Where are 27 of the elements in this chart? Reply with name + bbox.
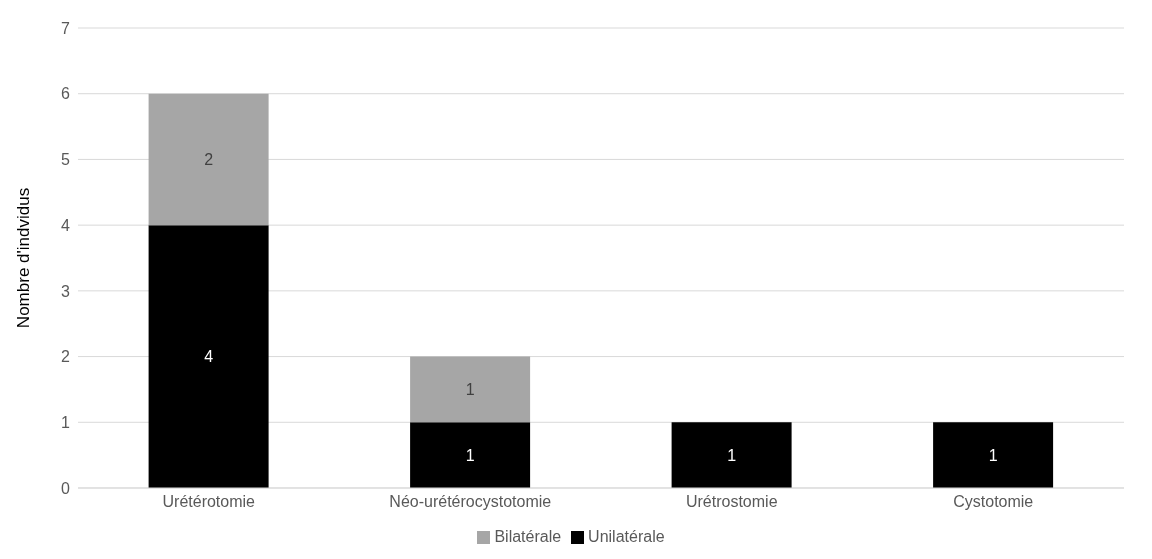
bar — [933, 422, 1054, 488]
data-label: 2 — [204, 151, 214, 169]
bar — [410, 356, 531, 423]
y-tick-label: 3 — [61, 282, 71, 300]
y-axis-title: Nombre d'indvidus — [14, 187, 34, 329]
x-tick-label: Urétérotomie — [162, 493, 256, 511]
y-tick-label: 1 — [61, 413, 71, 431]
x-tick-label: Cystotomie — [953, 493, 1034, 511]
y-tick-label: 2 — [61, 348, 71, 366]
y-tick-label: 7 — [61, 19, 71, 37]
data-label: 1 — [727, 446, 737, 464]
y-tick-label: 6 — [61, 85, 71, 103]
data-label: 4 — [204, 348, 214, 366]
bar — [671, 422, 792, 488]
bar — [410, 422, 531, 488]
y-tick-label: 0 — [61, 479, 71, 497]
data-label: 1 — [988, 446, 998, 464]
y-tick-label: 5 — [61, 151, 71, 169]
y-tick-label: 4 — [61, 216, 71, 234]
x-tick-label: Urétrostomie — [685, 493, 778, 511]
data-label: 1 — [465, 446, 475, 464]
bar — [148, 93, 269, 226]
legend-label: Bilatérale — [494, 528, 562, 545]
x-tick-label: Néo-urétérocystotomie — [389, 493, 552, 511]
legend-label: Unilatérale — [588, 528, 665, 545]
data-label: 1 — [465, 381, 475, 399]
bar — [148, 225, 269, 488]
